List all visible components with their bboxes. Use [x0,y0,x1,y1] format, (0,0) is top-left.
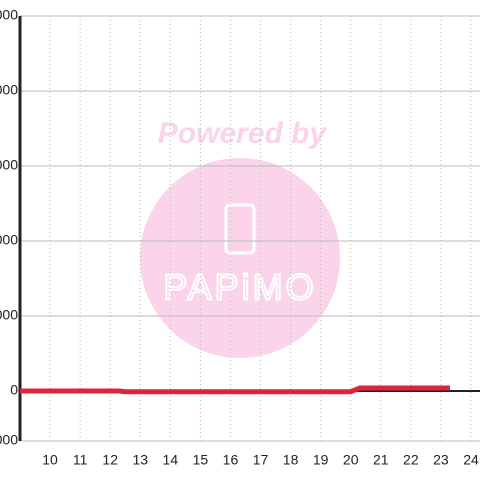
x-tick-label: 21 [373,452,389,468]
y-tick-label: 120,000 [0,82,18,98]
watermark: Powered by PAPiMO [140,117,340,358]
y-tick-label: 60,000 [0,232,18,248]
x-tick-label: 11 [73,452,88,468]
watermark-circle [140,158,340,358]
x-tick-label: 15 [193,452,209,468]
x-tick-label: 14 [163,452,179,468]
y-tick-label: 0 [10,382,18,398]
x-tick-label: 24 [463,452,479,468]
y-tick-label: 150,000 [0,7,18,23]
x-tick-label: 12 [102,452,118,468]
x-tick-label: 18 [283,452,299,468]
x-tick-label: 13 [132,452,148,468]
x-tick-label: 22 [403,452,419,468]
x-tick-label: 20 [343,452,359,468]
y-tick-label: -20,000 [0,432,18,448]
x-tick-label: 19 [313,452,329,468]
watermark-icon [224,203,256,255]
data-line [20,385,450,395]
watermark-logo: PAPiMO [163,267,316,308]
x-tick-label: 23 [433,452,449,468]
watermark-text: Powered by [158,117,328,150]
x-tick-label: 10 [42,452,58,468]
y-tick-label: 30,000 [0,307,18,323]
y-tick-label: 90,000 [0,157,18,173]
x-tick-label: 16 [223,452,239,468]
x-tick-label: 17 [253,452,269,468]
